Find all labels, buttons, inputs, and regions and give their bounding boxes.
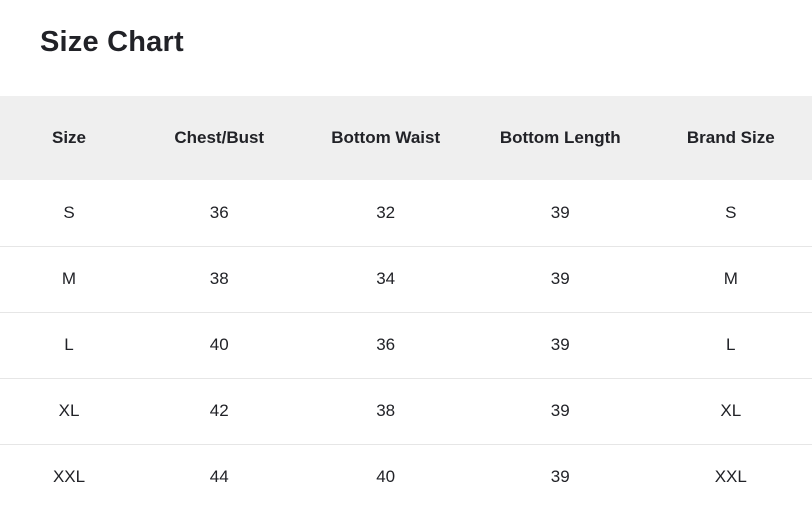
column-header-size: Size: [0, 96, 139, 180]
cell-bottom-waist: 40: [300, 443, 471, 510]
cell-chest-bust: 40: [138, 311, 301, 378]
cell-size: L: [0, 311, 139, 378]
table-row: L 40 36 39 L: [0, 311, 812, 378]
cell-bottom-length: 39: [470, 377, 650, 444]
cell-bottom-length: 39: [470, 443, 650, 510]
cell-size: M: [0, 245, 139, 312]
cell-bottom-length: 39: [470, 245, 650, 312]
cell-bottom-waist: 32: [300, 180, 471, 246]
cell-bottom-length: 39: [470, 180, 650, 246]
cell-bottom-waist: 34: [300, 245, 471, 312]
column-header-bottom-waist: Bottom Waist: [300, 96, 471, 180]
table-row: XXL 44 40 39 XXL: [0, 443, 812, 510]
cell-size: XL: [0, 377, 139, 444]
column-header-chest-bust: Chest/Bust: [138, 96, 301, 180]
cell-chest-bust: 38: [138, 245, 301, 312]
cell-bottom-waist: 36: [300, 311, 471, 378]
header-row: Size Chest/Bust Bottom Waist Bottom Leng…: [0, 96, 812, 180]
cell-size: S: [0, 180, 139, 246]
cell-bottom-length: 39: [470, 311, 650, 378]
cell-size: XXL: [0, 443, 139, 510]
cell-chest-bust: 42: [138, 377, 301, 444]
cell-brand-size: S: [649, 180, 812, 246]
cell-chest-bust: 44: [138, 443, 301, 510]
title-bar: Size Chart: [0, 0, 812, 96]
table-row: S 36 32 39 S: [0, 180, 812, 246]
table-row: XL 42 38 39 XL: [0, 377, 812, 444]
column-header-bottom-length: Bottom Length: [470, 96, 650, 180]
column-header-brand-size: Brand Size: [649, 96, 812, 180]
cell-brand-size: M: [649, 245, 812, 312]
cell-chest-bust: 36: [138, 180, 301, 246]
cell-brand-size: XL: [649, 377, 812, 444]
cell-bottom-waist: 38: [300, 377, 471, 444]
cell-brand-size: XXL: [649, 443, 812, 510]
table-row: M 38 34 39 M: [0, 245, 812, 312]
page-title: Size Chart: [40, 26, 184, 58]
cell-brand-size: L: [649, 311, 812, 378]
size-chart-table: Size Chest/Bust Bottom Waist Bottom Leng…: [0, 96, 812, 510]
